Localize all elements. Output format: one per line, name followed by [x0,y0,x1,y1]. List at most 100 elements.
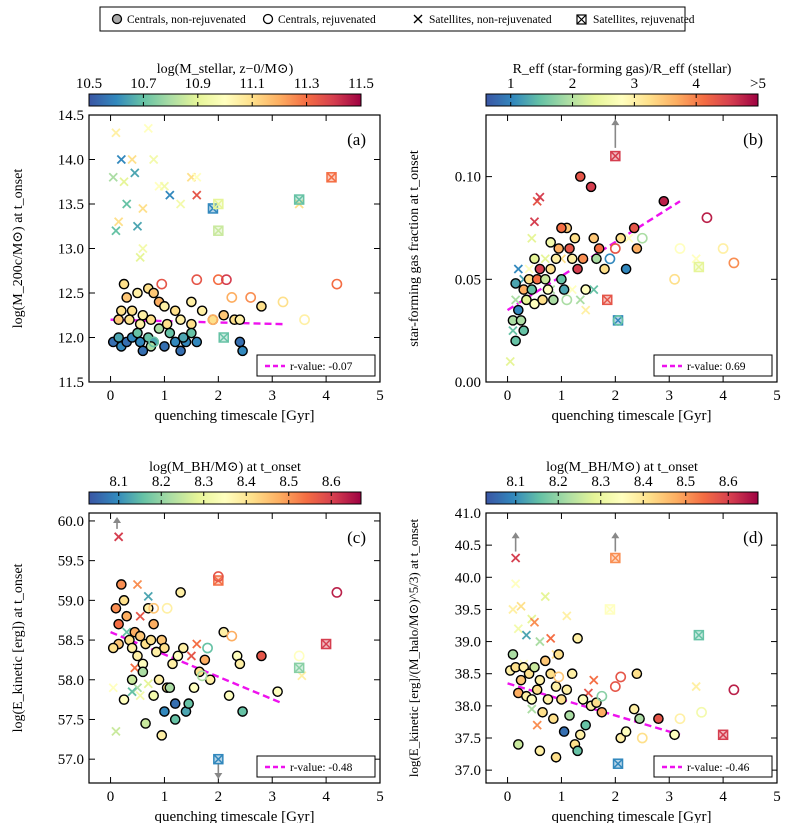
data-point-central-nonrej [113,314,124,326]
data-point-satellite-nonrej [529,217,540,227]
data-point-central-rej [212,274,224,286]
data-point-central-nonrej [159,642,170,654]
data-point-satellite-rej [320,638,332,650]
data-point-central-rej [728,257,740,269]
data-point-central-nonrej [548,294,559,306]
marker-stroke [691,681,701,692]
data-point-central-rej [331,278,343,290]
data-point-satellite-rej [218,332,229,343]
data-point-central-nonrej [237,706,248,717]
data-point-satellite-nonrej [111,226,121,236]
marker-stroke [691,254,701,264]
data-point-central-nonrej [566,668,578,680]
data-point-central-nonrej [596,706,608,718]
y-axis-label: log(E_kinetic [erg]/(M_halo/M⊙)^5/3) at … [406,518,421,777]
data-point-central-rej [669,273,681,285]
data-point-central-nonrej [553,243,565,254]
marker-stroke [143,679,153,689]
data-point-satellite-nonrej [527,233,537,243]
data-point-central-rej [717,243,729,254]
data-point-central-nonrej [526,284,538,295]
data-point-central-nonrej [118,595,130,606]
data-point-central-nonrej [121,292,133,303]
data-point-satellite-nonrej [138,243,148,254]
data-point-satellite-nonrej [192,190,202,200]
colorbar-tick-label: 1 [507,76,515,92]
data-point-central-nonrej [218,309,230,321]
data-point-central-nonrej [186,318,197,330]
rvalue-legend-text: r-value: -0.48 [290,762,353,774]
marker-stroke [511,579,521,589]
top-legend: Centrals, non-rejuvenated Centrals, reju… [99,6,695,32]
marker-stroke [529,617,540,627]
marker-stroke [524,264,534,274]
data-point-central-rej [226,292,238,303]
data-point-central-rej [148,602,160,614]
data-point-central-nonrej [634,713,645,725]
marker-stroke [127,687,137,697]
data-point-central-nonrej [513,304,524,316]
data-point-satellite-nonrej [581,305,591,315]
data-point-satellite-nonrej [108,172,118,182]
marker-stroke [114,217,124,227]
colorbar-tick-label: 10.9 [185,76,211,92]
rvalue-legend-text: r-value: -0.46 [687,762,750,774]
data-point-central-nonrej [110,602,122,614]
marker-stroke [527,704,537,714]
x-tick-label: 2 [612,789,620,805]
marker-stroke [532,196,542,206]
data-point-central-rej [553,671,565,683]
y-tick-label: 0.00 [455,375,481,391]
x-tick-label: 1 [558,789,566,805]
data-point-central-nonrej [145,634,157,646]
data-point-central-rej [212,571,224,582]
marker-stroke [610,151,621,162]
y-axis-label: log(E_kinetic [erg]) at t_onset [11,563,26,732]
data-point-central-nonrej [526,694,538,705]
data-point-central-nonrej [237,345,248,357]
data-point-satellite-nonrej [165,190,175,200]
data-point-satellite-nonrej [138,203,148,214]
data-point-central-nonrej [164,682,176,694]
data-point-central-nonrej [126,674,138,686]
marker-stroke [540,254,550,264]
marker-stroke [546,633,556,643]
data-point-central-rej [156,278,168,290]
marker-stroke [143,123,153,133]
data-point-central-rej [696,706,707,718]
marker-stroke [562,611,572,621]
data-point-central-nonrej [234,336,246,348]
colorbar-title: log(M_stellar, z−0/M⊙) [157,62,294,77]
data-point-central-nonrej [537,706,548,718]
x-tick-label: 0 [504,388,512,404]
data-point-central-nonrej [134,318,146,330]
marker-stroke [612,758,624,769]
data-point-central-nonrej [159,301,170,312]
data-point-central-nonrej [159,341,170,352]
data-point-central-nonrej [507,649,519,660]
data-point-satellite-rej [293,194,305,205]
data-point-central-nonrej [256,650,267,662]
legend-label-centrals-rej: Centrals, rejuvenated [278,14,376,26]
marker-stroke [149,154,159,165]
marker-stroke [513,624,523,634]
arrow-head-icon [611,119,620,126]
data-point-central-nonrej [658,195,670,207]
x-axis-label: quenching timescale [Gyr] [155,408,315,424]
marker-stroke [213,225,224,236]
x-tick-label: 2 [215,388,223,404]
marker-stroke [130,663,140,673]
data-point-central-rej [161,602,173,614]
data-point-central-nonrej [628,222,640,234]
data-point-central-nonrej [126,305,138,317]
arrow-head-icon [611,532,620,539]
data-point-central-nonrej [137,666,149,678]
y-tick-label: 11.5 [58,375,84,391]
data-point-satellite-nonrej [540,254,550,264]
data-point-satellite-rej [293,662,305,674]
data-point-central-nonrej [178,332,189,343]
colorbar-tick-label: 11.5 [348,76,374,92]
x-tick-label: 3 [665,789,673,805]
data-point-central-nonrej [175,345,186,357]
marker-stroke [213,198,224,210]
